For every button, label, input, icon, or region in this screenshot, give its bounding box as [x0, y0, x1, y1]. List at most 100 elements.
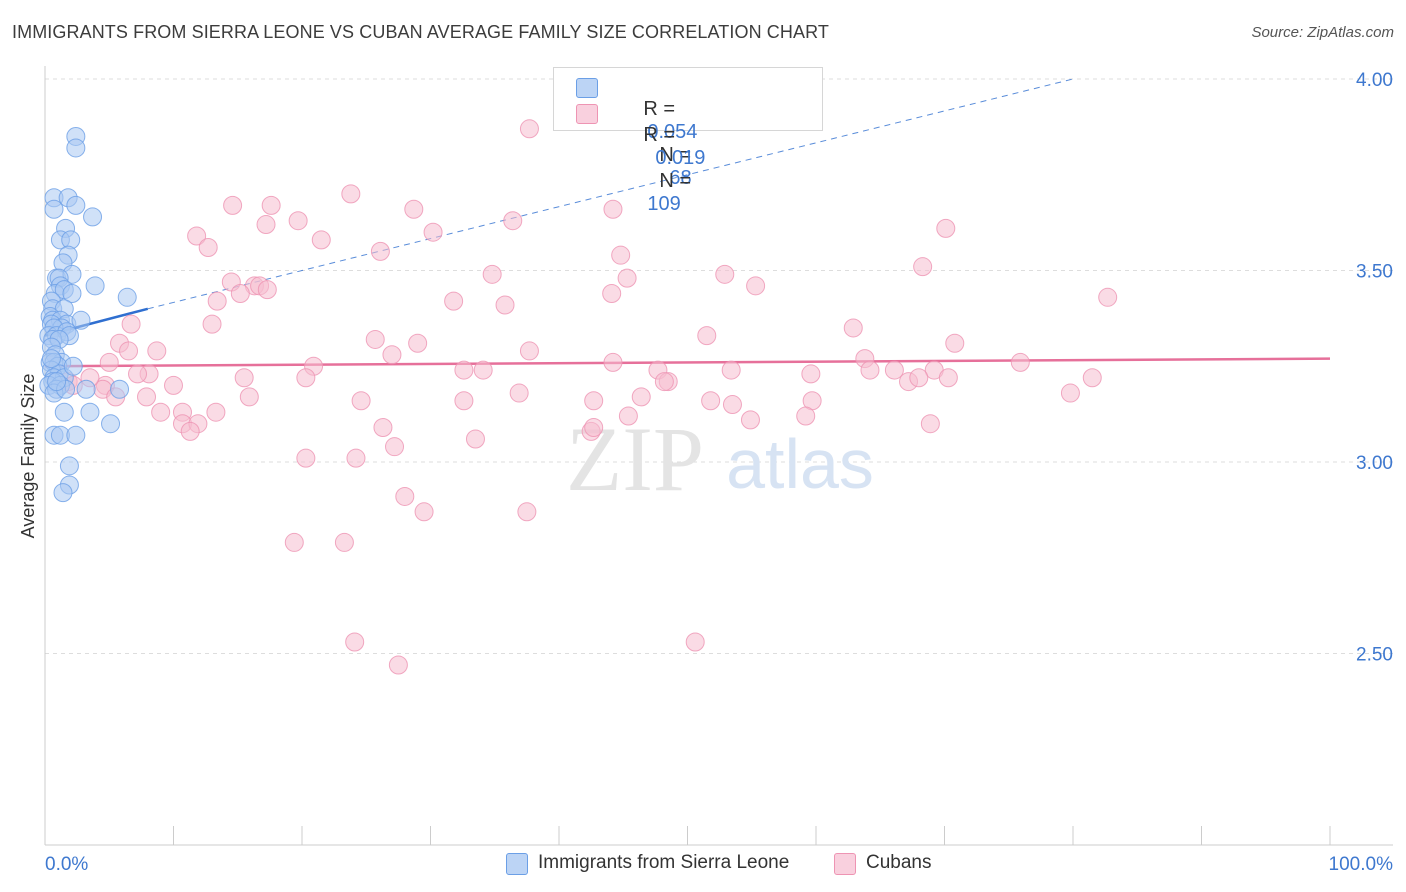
point-sierra-leone	[47, 372, 67, 392]
point-cubans	[482, 264, 502, 284]
y-axis-title: Average Family Size	[18, 374, 38, 539]
point-sierra-leone	[101, 414, 121, 434]
point-cubans	[602, 283, 622, 303]
point-cubans	[334, 532, 354, 552]
legend-n-value: 109	[647, 193, 681, 215]
point-cubans	[365, 329, 385, 349]
bottom-legend-swatch-pink	[834, 853, 856, 875]
point-cubans	[288, 211, 308, 231]
point-cubans	[519, 341, 539, 361]
y-tick-label: 3.00	[1356, 453, 1393, 474]
point-cubans	[618, 406, 638, 426]
x-tick-label-min: 0.0%	[45, 854, 88, 875]
point-cubans	[617, 268, 637, 288]
point-sierra-leone	[83, 207, 103, 227]
point-cubans	[373, 418, 393, 438]
bottom-legend-label: Immigrants from Sierra Leone	[538, 852, 790, 873]
y-tick-label: 3.50	[1356, 262, 1393, 283]
point-cubans	[423, 222, 443, 242]
point-cubans	[121, 314, 141, 334]
point-cubans	[346, 448, 366, 468]
chart-title: IMMIGRANTS FROM SIERRA LEONE VS CUBAN AV…	[12, 22, 829, 42]
point-sierra-leone	[66, 138, 86, 158]
point-cubans	[239, 387, 259, 407]
point-cubans	[151, 402, 171, 422]
legend-swatch-blue	[576, 78, 598, 98]
point-cubans	[230, 283, 250, 303]
point-cubans	[517, 502, 537, 522]
point-sierra-leone	[59, 456, 79, 476]
point-cubans	[207, 291, 227, 311]
point-cubans	[503, 211, 523, 231]
legend-n-label: N =	[659, 170, 692, 192]
point-cubans	[509, 383, 529, 403]
stats-legend: R = 0.054 N = 68 R = 0.019 N = 109	[553, 67, 823, 215]
point-cubans	[388, 655, 408, 675]
point-cubans	[223, 195, 243, 215]
point-cubans	[654, 372, 674, 392]
point-sierra-leone	[117, 287, 137, 307]
legend-r-value: 0.019	[655, 147, 706, 169]
y-tick-label: 2.50	[1356, 645, 1393, 666]
point-sierra-leone	[54, 402, 74, 422]
point-cubans	[1010, 352, 1030, 372]
point-sierra-leone	[41, 349, 61, 369]
x-tick-label-max: 100.0%	[1329, 854, 1394, 875]
point-cubans	[473, 360, 493, 380]
point-cubans	[860, 360, 880, 380]
axis-labels: 2.50 3.00 3.50 4.00 0.0% 100.0% Average Family…	[18, 70, 1393, 875]
point-cubans	[198, 238, 218, 258]
point-sierra-leone	[66, 425, 86, 445]
point-cubans	[351, 391, 371, 411]
point-cubans	[1060, 383, 1080, 403]
point-cubans	[256, 215, 276, 235]
point-sierra-leone	[80, 402, 100, 422]
trend-line-sierra-leone-extension	[147, 78, 1074, 310]
point-sierra-leone	[63, 356, 83, 376]
point-cubans	[701, 391, 721, 411]
point-cubans	[137, 387, 157, 407]
point-cubans	[404, 199, 424, 219]
point-cubans	[385, 437, 405, 457]
point-cubans	[206, 402, 226, 422]
point-cubans	[234, 368, 254, 388]
point-cubans	[801, 364, 821, 384]
watermark-atlas: atlas	[726, 425, 874, 503]
legend-n-label: N =	[659, 144, 692, 166]
point-sierra-leone	[66, 195, 86, 215]
point-sierra-leone	[71, 310, 91, 330]
legend-swatch-pink	[576, 104, 598, 124]
point-cubans	[370, 241, 390, 261]
point-sierra-leone	[62, 283, 82, 303]
point-cubans	[945, 333, 965, 353]
legend-n-value: 68	[669, 167, 692, 189]
source-label: Source: ZipAtlas.com	[1251, 24, 1394, 41]
point-cubans	[202, 314, 222, 334]
point-cubans	[296, 448, 316, 468]
point-cubans	[843, 318, 863, 338]
point-cubans	[408, 333, 428, 353]
point-sierra-leone	[44, 199, 64, 219]
point-cubans	[296, 368, 316, 388]
point-cubans	[685, 632, 705, 652]
point-cubans	[414, 502, 434, 522]
point-cubans	[936, 218, 956, 238]
point-cubans	[261, 195, 281, 215]
point-cubans	[584, 391, 604, 411]
legend-r-value: 0.054	[647, 121, 698, 143]
point-sierra-leone	[53, 483, 73, 503]
point-cubans	[454, 391, 474, 411]
point-cubans	[631, 387, 651, 407]
point-cubans	[284, 532, 304, 552]
point-cubans	[187, 226, 207, 246]
axes	[44, 66, 1393, 846]
point-cubans	[311, 230, 331, 250]
bottom-legend-label: Cubans	[866, 852, 932, 873]
point-sierra-leone	[76, 379, 96, 399]
point-cubans	[722, 395, 742, 415]
point-cubans	[884, 360, 904, 380]
point-cubans	[746, 276, 766, 296]
point-sierra-leone	[110, 379, 130, 399]
point-cubans	[345, 632, 365, 652]
